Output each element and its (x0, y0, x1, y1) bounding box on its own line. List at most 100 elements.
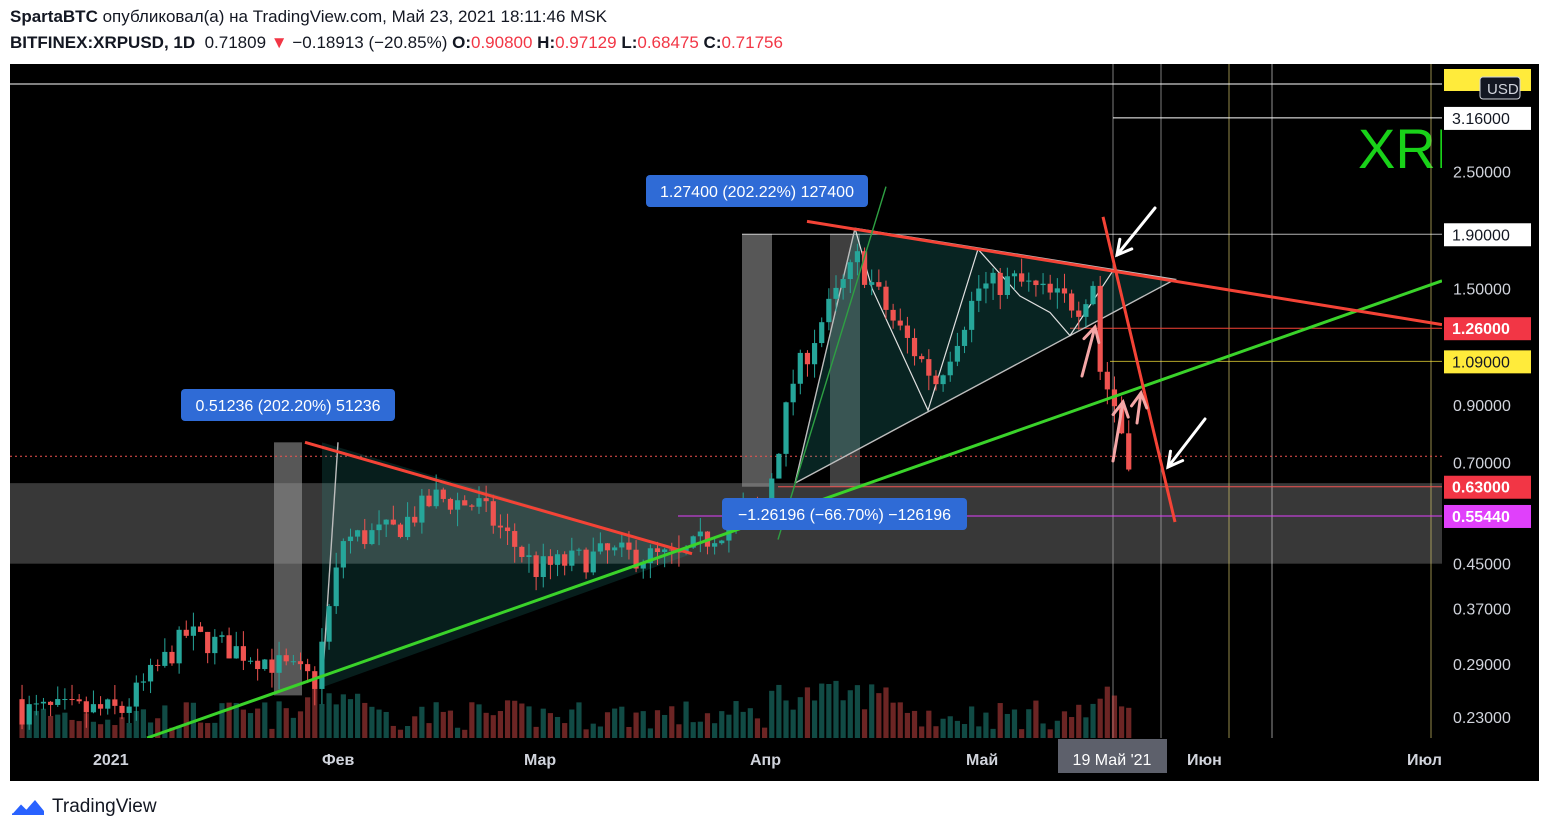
candle-body (1026, 280, 1032, 282)
candle-body (640, 563, 646, 569)
candle-body (155, 664, 161, 666)
candle-body (583, 549, 589, 573)
volume-bar (226, 702, 232, 738)
candle-body (712, 543, 718, 547)
candle-body (997, 272, 1003, 295)
candle-body (305, 664, 311, 672)
volume-bar (1076, 704, 1082, 738)
volume-bar (776, 684, 782, 738)
volume-bar (940, 718, 946, 738)
candle-body (504, 527, 511, 532)
volume-bar (833, 680, 839, 738)
price-change: −0.18913 (−20.85%) (292, 33, 448, 52)
candle-body (1061, 288, 1068, 294)
volume-bar (583, 729, 589, 738)
price-tag-box-3 (1444, 350, 1531, 374)
volume-bar (883, 687, 889, 738)
candle-body (811, 343, 818, 365)
volume-bar (840, 700, 846, 738)
candle-body (319, 641, 325, 689)
volume-bar (626, 726, 632, 738)
candle-body (497, 525, 504, 528)
volume-bar (554, 716, 561, 738)
candle-body (940, 375, 946, 385)
volume-bar (412, 716, 418, 738)
publish-info: SpartaBTC опубликовал(а) на TradingView.… (10, 7, 607, 27)
measure-label-apr-box (646, 175, 868, 207)
volume-bar (33, 710, 39, 738)
candle-body (861, 251, 868, 285)
candle-body (169, 651, 175, 664)
chart-area[interactable]: XRP 0.51236 (202.20%) 51236 1.27400 (202.2… (10, 64, 1539, 781)
volume-bar (712, 723, 718, 738)
volume-bar (140, 709, 147, 738)
volume-bar (133, 710, 139, 738)
candle-body (797, 352, 803, 384)
candle-body (933, 375, 939, 385)
candle-body (233, 646, 239, 659)
candle-body (919, 356, 925, 360)
volume-bar (683, 701, 689, 738)
volume-bar (612, 708, 618, 738)
volume-bar (162, 705, 168, 738)
volume-bar (1047, 729, 1053, 738)
candle-body (162, 651, 168, 666)
candle-body (897, 320, 903, 326)
volume-bar (597, 726, 603, 738)
candle-body (590, 551, 596, 573)
candle-body (454, 500, 461, 510)
volume-bar (312, 680, 318, 738)
volume-bar (669, 706, 675, 738)
candle-body (662, 549, 668, 553)
volume-bar (283, 708, 289, 738)
candle-body (269, 659, 275, 673)
volume-bar (690, 722, 696, 738)
candle-body (597, 543, 603, 552)
x-tick-label-6: Июл (1407, 752, 1442, 769)
y-tick-label-7: 2.50000 (1453, 164, 1511, 181)
candle-body (90, 704, 97, 713)
volume-bar (119, 717, 125, 738)
candle-body (340, 541, 346, 568)
volume-bar (590, 723, 596, 738)
volume-bar (790, 709, 796, 738)
candle-body (412, 516, 418, 523)
candle-body (97, 704, 104, 709)
candle-body (1104, 371, 1110, 390)
volume-bar (526, 706, 532, 738)
volume-bar (562, 723, 568, 738)
volume-bar (405, 725, 411, 738)
x-tick-label-3: Апр (750, 752, 781, 769)
volume-bar (797, 697, 803, 738)
volume-bar (919, 726, 925, 738)
candle-body (669, 549, 675, 551)
published-text: опубликовал(а) на TradingView.com, Май 2… (102, 7, 607, 26)
candle-body (276, 655, 282, 673)
volume-bar (540, 708, 546, 738)
volume-bar (504, 700, 511, 738)
candle-body (526, 555, 532, 557)
candle-body (383, 519, 389, 525)
arrow-pink-1-head (1082, 323, 1101, 345)
candle-body (433, 489, 439, 507)
candle-body (183, 629, 189, 636)
candle-body (55, 699, 61, 705)
volume-bar (333, 704, 339, 738)
candle-body (40, 701, 47, 704)
time-axis-bg (10, 738, 1539, 781)
triangle-jan-fill (322, 442, 692, 688)
volume-bar (926, 710, 932, 738)
candle-body (405, 516, 411, 537)
candle-body (119, 705, 125, 713)
volume-bar (826, 683, 832, 738)
volume-bar (847, 690, 853, 738)
range-bar-apr (742, 233, 772, 487)
candle-body (447, 498, 454, 510)
candle-body (519, 546, 525, 557)
candle-body (390, 519, 396, 525)
candle-body (854, 251, 861, 263)
volume-bar (90, 721, 97, 738)
candle-body (883, 286, 889, 310)
tradingview-logo-icon (11, 800, 44, 815)
